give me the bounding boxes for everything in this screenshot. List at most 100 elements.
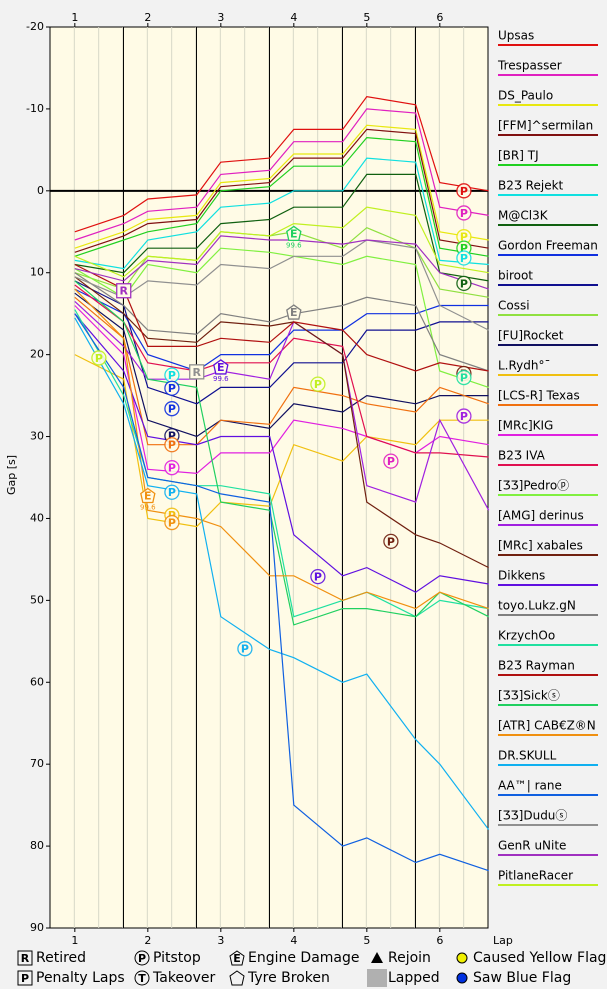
- key-label: Pitstop: [153, 950, 201, 966]
- marker-note: 99.6: [286, 241, 302, 249]
- event-marker: R: [116, 283, 132, 299]
- marker-label: P: [387, 455, 395, 468]
- series-line: [74, 108, 489, 241]
- event-marker: E: [286, 304, 302, 320]
- marker-shape: [383, 453, 399, 469]
- event-marker: P: [456, 275, 472, 292]
- event-marker: P: [456, 250, 472, 266]
- legend-label: B2Ʒ Rejekt: [498, 179, 564, 193]
- key-label: Caused Yellow Flag: [473, 950, 606, 966]
- legend-label: M@Cl3K: [498, 209, 549, 223]
- series-line: [74, 173, 489, 282]
- key-symbol: [134, 950, 150, 966]
- event-marker: R: [189, 364, 205, 380]
- marker-shape: [164, 380, 180, 396]
- x-tick-label: 6: [436, 934, 443, 947]
- key-label: Saw Blue Flag: [473, 970, 571, 986]
- series-line: [74, 227, 489, 298]
- event-marker: E99.6: [213, 359, 229, 383]
- series-line: [74, 263, 489, 372]
- x-axis-label: Lap: [493, 934, 513, 947]
- key-label: Lapped: [388, 970, 440, 986]
- event-marker: P: [456, 408, 472, 424]
- key-symbol: [17, 950, 33, 966]
- key-letter: P: [21, 972, 29, 985]
- series-line: [74, 157, 489, 270]
- marker-label: P: [168, 369, 176, 382]
- marker-label: P: [460, 185, 468, 198]
- event-marker: E99.6: [286, 225, 302, 249]
- marker-shape: [164, 484, 180, 500]
- event-marker: P: [164, 437, 180, 453]
- marker-shape: [189, 364, 205, 380]
- marker-label: P: [168, 517, 176, 530]
- event-marker: P: [456, 229, 472, 245]
- marker-label: P: [168, 486, 176, 499]
- event-marker: P: [310, 376, 326, 392]
- marker-label: P: [168, 439, 176, 452]
- series-line: [74, 247, 489, 388]
- legend-label: DR.SKULL: [498, 749, 557, 763]
- marker-label: P: [460, 372, 468, 385]
- marker-label: E: [290, 306, 298, 319]
- series-line: [74, 128, 489, 253]
- marker-note: 99.6: [140, 504, 156, 512]
- event-marker: P: [383, 533, 399, 550]
- key-letter: T: [138, 972, 146, 985]
- marker-label: P: [460, 410, 468, 423]
- key-label: Tyre Broken: [247, 970, 330, 986]
- marker-note: 99.6: [213, 375, 229, 383]
- marker-label: P: [314, 378, 322, 391]
- legend-label: DS_Paulo: [498, 89, 553, 103]
- x-tick-label: 2: [144, 934, 151, 947]
- marker-shape: [456, 250, 472, 266]
- key-symbol: [17, 970, 33, 986]
- series-line: [74, 292, 489, 438]
- key-symbol: [367, 969, 387, 987]
- marker-shape: [213, 359, 229, 375]
- series-line: [74, 235, 489, 290]
- marker-shape: [91, 350, 107, 366]
- marker-shape: [164, 514, 180, 531]
- marker-shape: [456, 369, 472, 386]
- event-marker: P: [237, 641, 253, 657]
- series-line: [74, 305, 489, 475]
- y-tick-label: 30: [30, 430, 44, 443]
- key-label: Retired: [36, 950, 86, 966]
- y-tick-label: 80: [30, 839, 44, 852]
- legend-label: B2Ʒ IVA: [498, 449, 546, 463]
- legend-label: [ATR] CAB€Z®N: [498, 719, 596, 733]
- marker-shape: [116, 283, 132, 299]
- series-line: [74, 272, 489, 372]
- y-tick-label: -10: [26, 102, 44, 115]
- key-symbol: [134, 970, 150, 986]
- marker-shape: [164, 460, 180, 476]
- marker-label: P: [460, 277, 468, 290]
- key-letter: R: [21, 952, 30, 965]
- legend-label: KrzychOo: [498, 629, 555, 643]
- marker-shape: [164, 401, 180, 417]
- key-letter: E: [233, 952, 241, 965]
- legend-label: GenR uNite: [498, 839, 566, 853]
- marker-label: P: [314, 571, 322, 584]
- legend-label: [AMG] derinus: [498, 509, 584, 523]
- legend-label: [FU]Rocket: [498, 329, 564, 343]
- y-axis-label: Gap [s]: [5, 455, 18, 495]
- legend-label: B2Ʒ Rayman: [498, 659, 575, 673]
- event-marker: P: [164, 380, 180, 396]
- legend-label: Trespasser: [497, 59, 562, 73]
- marker-label: P: [387, 535, 395, 548]
- marker-label: E: [290, 227, 298, 240]
- series-line: [74, 239, 489, 331]
- key-label: Takeover: [152, 970, 215, 986]
- legend-label: Upsas: [498, 29, 534, 43]
- x-tick-label: 6: [436, 11, 443, 24]
- x-tick-label: 3: [217, 934, 224, 947]
- marker-label: P: [241, 643, 249, 656]
- event-marker: P: [164, 460, 180, 476]
- x-tick-label: 3: [217, 11, 224, 24]
- y-tick-label: 10: [30, 266, 44, 279]
- legend-label: [MRc]KIG: [498, 419, 553, 433]
- marker-label: P: [460, 242, 468, 255]
